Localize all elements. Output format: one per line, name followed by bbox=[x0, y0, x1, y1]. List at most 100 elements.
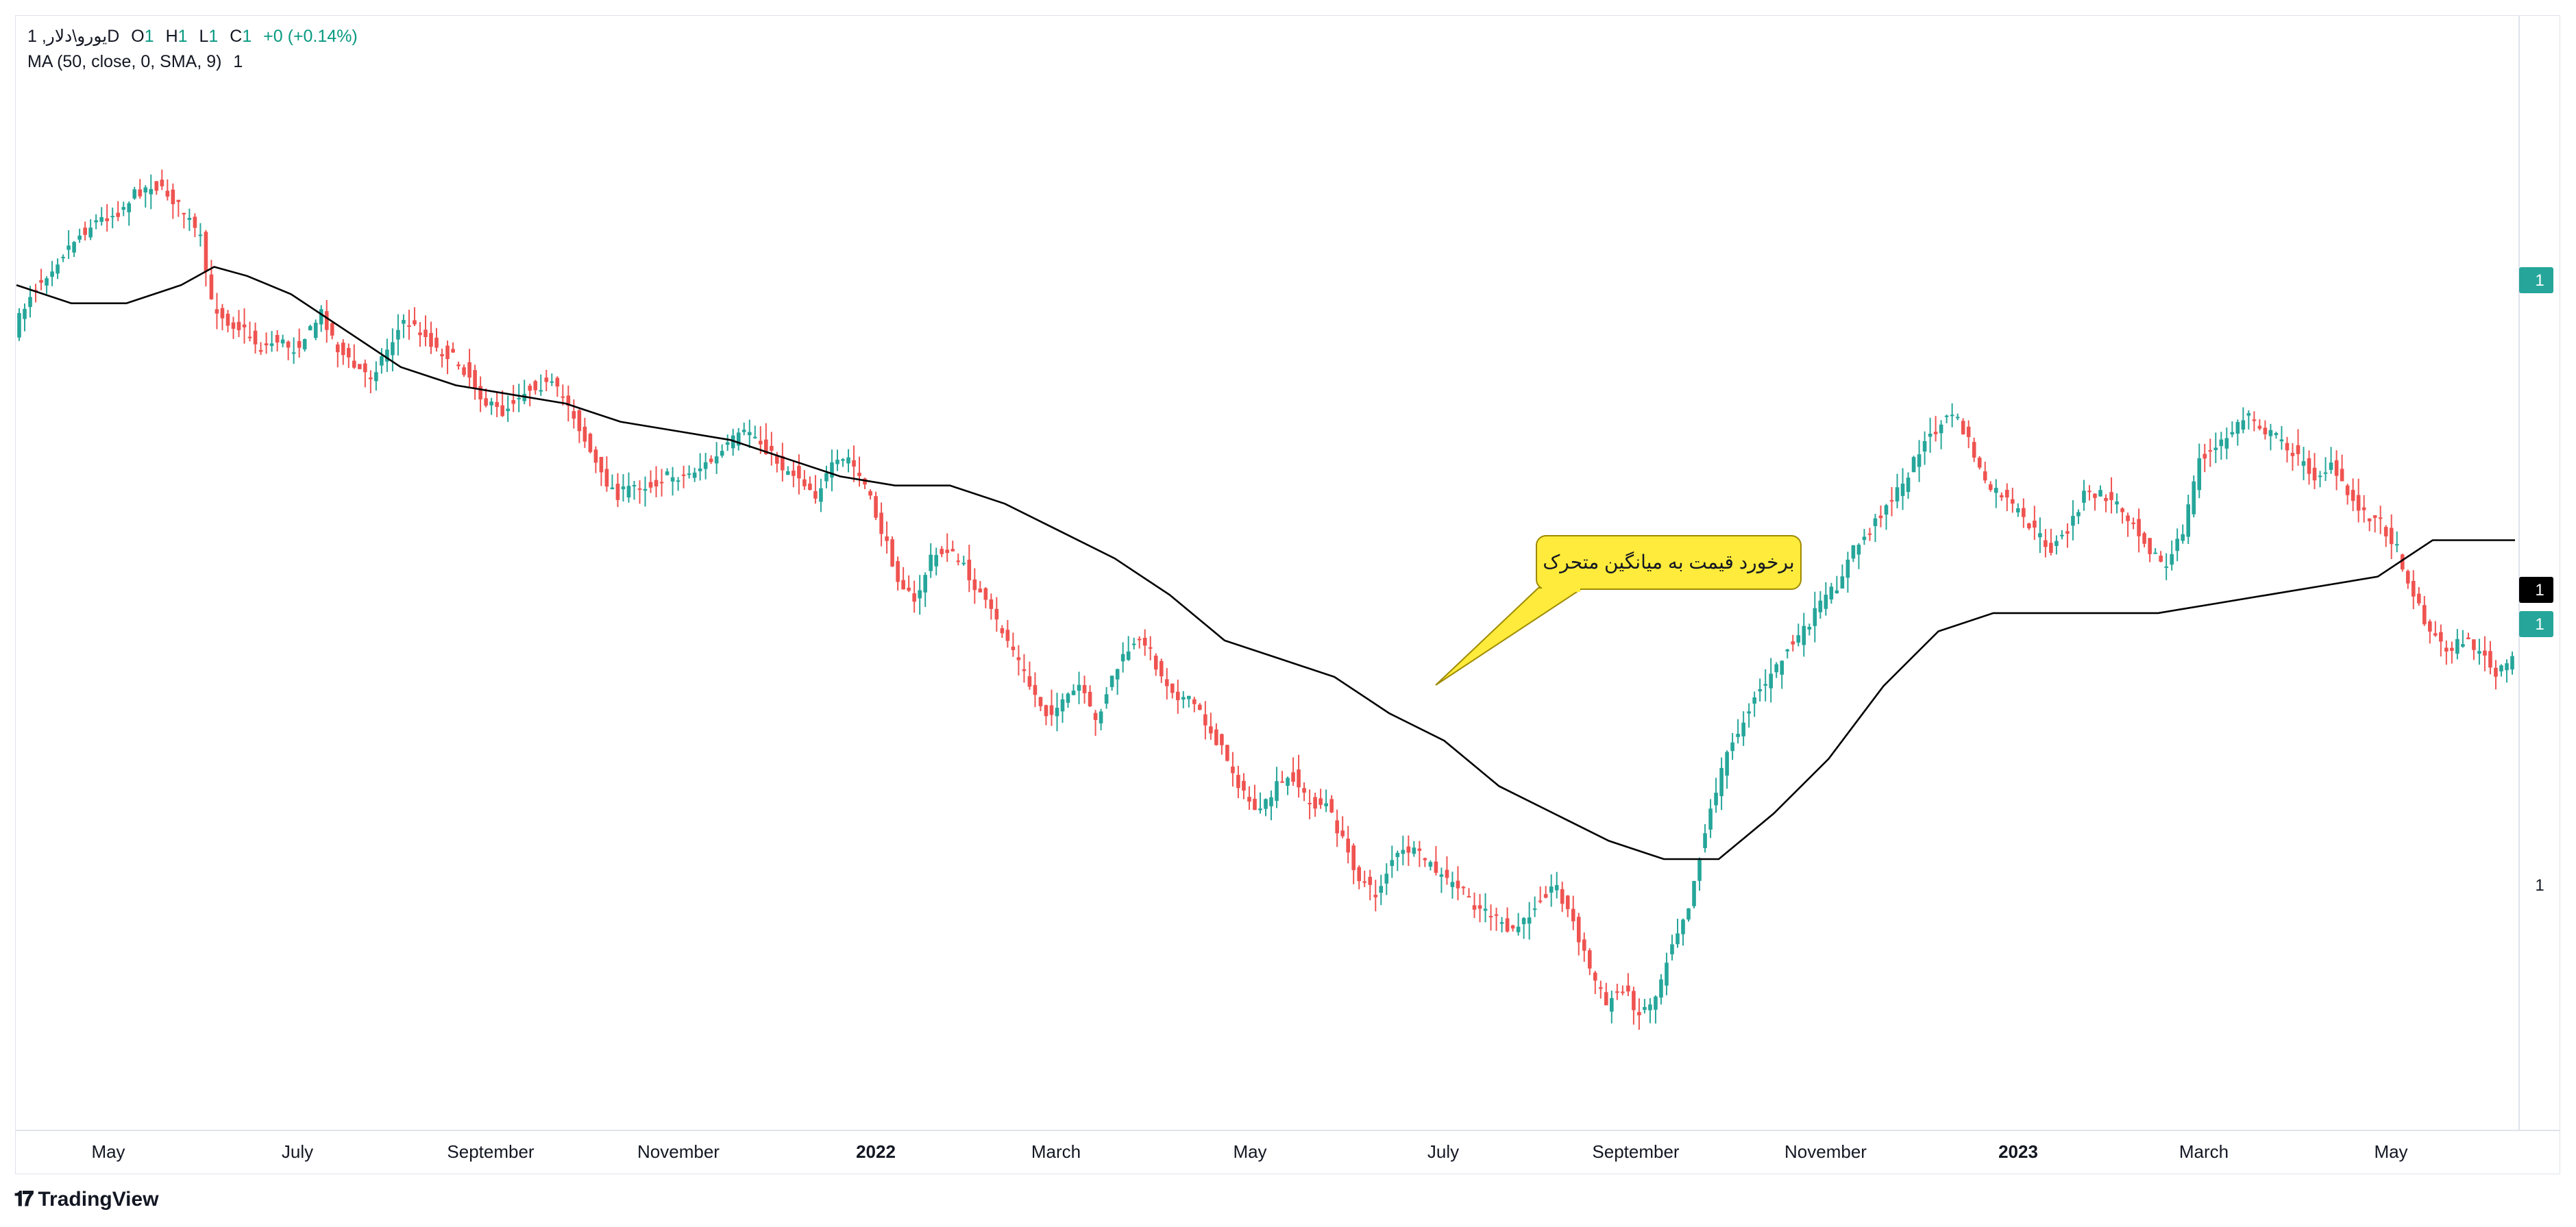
candle-body bbox=[478, 386, 482, 399]
candle-body bbox=[1632, 991, 1636, 1011]
candle-body bbox=[1917, 454, 1922, 467]
candle-body bbox=[725, 442, 730, 445]
candle-body bbox=[813, 491, 818, 499]
candle-body bbox=[950, 549, 955, 551]
candle-body bbox=[132, 189, 137, 199]
candle-body bbox=[1483, 908, 1488, 911]
candle-body bbox=[1187, 695, 1191, 699]
candle-body bbox=[99, 217, 104, 222]
candle-body bbox=[2439, 632, 2443, 642]
candle-body bbox=[214, 309, 219, 314]
candle-body bbox=[1461, 887, 1466, 889]
candle-body bbox=[1280, 781, 1284, 783]
time-axis[interactable]: May July September November 2022 March May July… bbox=[91, 1141, 2407, 1162]
candle-body bbox=[291, 352, 296, 354]
candle-body bbox=[258, 350, 263, 352]
ma-badge-label: 1 bbox=[2535, 581, 2544, 599]
candle-body bbox=[1862, 536, 1867, 541]
candle-body bbox=[1610, 997, 1614, 1012]
candle-body bbox=[1637, 1012, 1641, 1015]
candle-body bbox=[1758, 689, 1762, 692]
candle-body bbox=[1131, 643, 1136, 645]
candle-body bbox=[358, 364, 362, 369]
candle-body bbox=[1621, 991, 1625, 993]
callout-annotation[interactable]: برخورد قیمت به میانگین متحرک bbox=[1435, 535, 1802, 686]
candle-body bbox=[1033, 684, 1038, 695]
candle-body bbox=[802, 479, 807, 486]
candle-body bbox=[792, 470, 796, 476]
candle-body bbox=[225, 313, 230, 326]
candle-body bbox=[484, 398, 488, 406]
candle-body bbox=[2109, 492, 2113, 500]
candle-body bbox=[1736, 734, 1740, 737]
candle-body bbox=[1813, 608, 1817, 626]
price-axis[interactable]: 1 1 1 1 bbox=[2519, 267, 2553, 895]
x-tick-label: May bbox=[91, 1141, 125, 1162]
candle-body bbox=[2367, 518, 2372, 521]
candle-body bbox=[456, 364, 461, 367]
candle-body bbox=[1077, 684, 1081, 691]
candle-body bbox=[1137, 639, 1142, 641]
candle-body bbox=[374, 372, 378, 382]
candle-body bbox=[2351, 490, 2355, 501]
candle-body bbox=[160, 179, 164, 186]
candle-body bbox=[1873, 518, 1878, 527]
candle-body bbox=[2115, 501, 2119, 505]
high-label: H bbox=[165, 27, 178, 46]
candle-body bbox=[1659, 979, 1663, 998]
candle-body bbox=[264, 343, 269, 345]
candle-body bbox=[45, 278, 49, 286]
legend-indicator[interactable]: MA (50, close, 0, SMA, 9) 1 bbox=[27, 52, 249, 72]
candle-body bbox=[2120, 508, 2124, 512]
candle-body bbox=[1192, 699, 1197, 704]
candle-body bbox=[247, 336, 252, 338]
candle-body bbox=[2461, 644, 2465, 647]
candle-body bbox=[665, 471, 670, 475]
candle-body bbox=[1796, 635, 1801, 643]
candle-body bbox=[489, 401, 493, 406]
close-value: 1 bbox=[242, 27, 252, 46]
candle-body bbox=[2510, 656, 2514, 670]
candle-body bbox=[2372, 515, 2377, 518]
candle-body bbox=[2004, 489, 2009, 498]
candle-body bbox=[2016, 508, 2020, 512]
candle-body bbox=[2010, 499, 2015, 504]
candle-body bbox=[2505, 663, 2509, 671]
candle-body bbox=[2340, 469, 2344, 482]
candle-body bbox=[1109, 676, 1114, 687]
candle-body bbox=[1368, 876, 1373, 885]
chart-frame[interactable] bbox=[15, 15, 2560, 1174]
candle-body bbox=[2466, 637, 2470, 639]
tradingview-logo[interactable]: 𝟏𝟕 TradingView bbox=[14, 1188, 159, 1211]
change-value: +0 (+0.14%) bbox=[263, 27, 358, 46]
candle-body bbox=[341, 343, 345, 356]
candle-body bbox=[1719, 767, 1724, 797]
candle-body bbox=[1851, 545, 1856, 559]
candle-body bbox=[1895, 487, 1900, 501]
price-badge-top-label: 1 bbox=[2535, 271, 2544, 290]
candle-body bbox=[599, 456, 604, 473]
candle-body bbox=[572, 411, 576, 419]
candle-body bbox=[1439, 874, 1444, 877]
candle-body bbox=[2098, 490, 2102, 497]
symbol-title[interactable]: یورو\دلار, 1D bbox=[27, 27, 120, 46]
candle-body bbox=[1467, 896, 1471, 898]
candle-body bbox=[1175, 691, 1180, 700]
candle-body bbox=[1318, 798, 1323, 805]
candle-body bbox=[1999, 495, 2004, 497]
candle-body bbox=[2033, 520, 2037, 528]
candle-body bbox=[1571, 908, 1575, 921]
callout-pointer bbox=[1435, 587, 1586, 686]
candle-body bbox=[2104, 497, 2108, 501]
candle-body bbox=[659, 482, 664, 484]
candle-body bbox=[2329, 462, 2333, 470]
ohlc-open: O1 bbox=[131, 27, 154, 46]
legend-ohlc: یورو\دلار, 1D O1 H1 L1 C1 +0 (+0.14%) bbox=[27, 26, 365, 47]
candle-body bbox=[1324, 803, 1328, 806]
candle-body bbox=[2323, 472, 2328, 474]
candle-body bbox=[467, 362, 471, 378]
candle-body bbox=[72, 242, 76, 253]
candle-body bbox=[2126, 515, 2130, 521]
x-tick-label: May bbox=[2374, 1141, 2407, 1162]
